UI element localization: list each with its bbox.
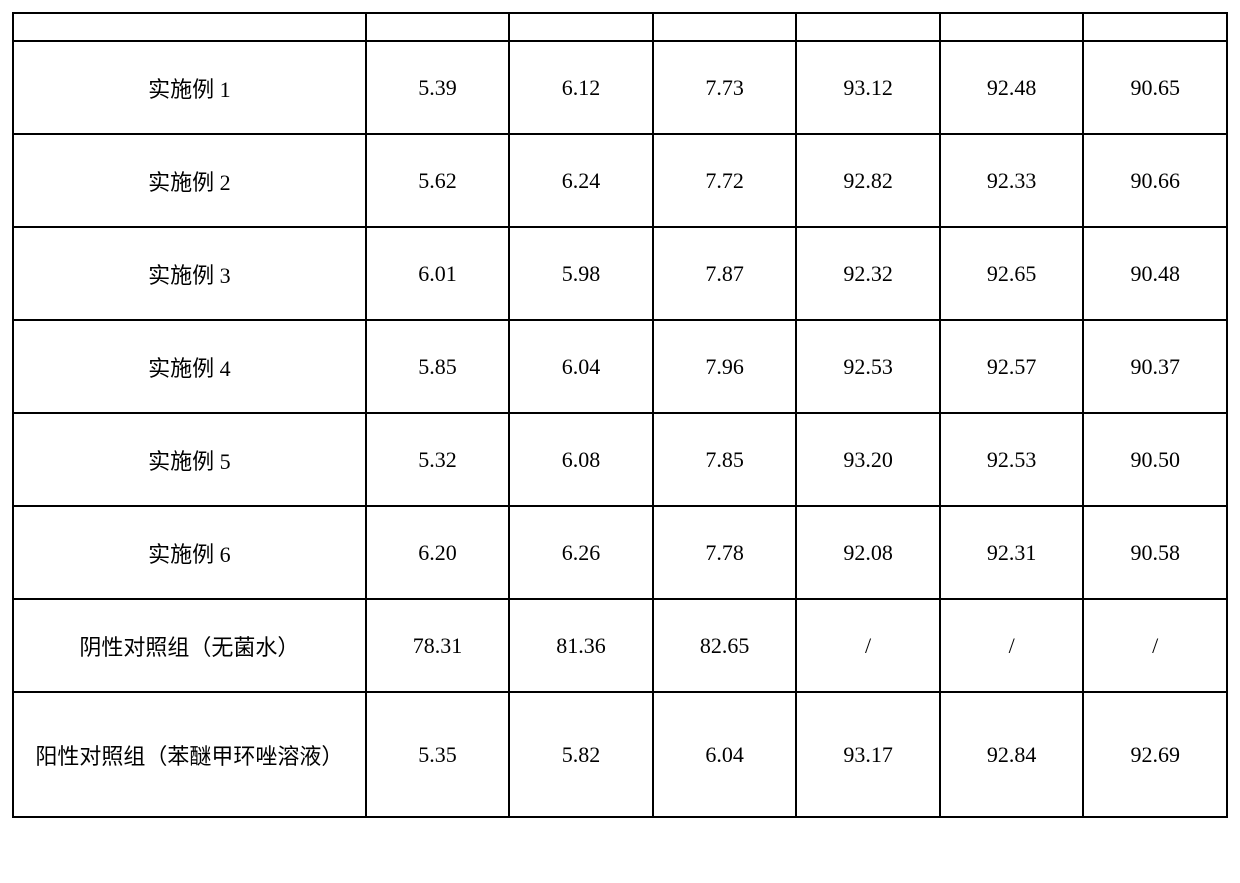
data-cell: / (1083, 599, 1227, 692)
data-cell: 90.65 (1083, 41, 1227, 134)
data-cell (366, 13, 510, 41)
data-cell: 92.31 (940, 506, 1084, 599)
row-label-cell: 阳性对照组（苯醚甲环唑溶液） (13, 692, 366, 817)
data-cell: 7.87 (653, 227, 797, 320)
data-cell: 5.32 (366, 413, 510, 506)
row-label-cell: 阴性对照组（无菌水） (13, 599, 366, 692)
data-cell: 6.26 (509, 506, 653, 599)
data-table: 实施例 15.396.127.7393.1292.4890.65实施例 25.6… (12, 12, 1228, 818)
data-cell: 92.65 (940, 227, 1084, 320)
data-cell: 92.48 (940, 41, 1084, 134)
data-cell (653, 13, 797, 41)
row-label-cell: 实施例 5 (13, 413, 366, 506)
table-row: 实施例 36.015.987.8792.3292.6590.48 (13, 227, 1227, 320)
data-cell: 6.24 (509, 134, 653, 227)
data-cell: 93.20 (796, 413, 940, 506)
data-cell: 90.66 (1083, 134, 1227, 227)
data-cell: 6.01 (366, 227, 510, 320)
data-cell (796, 13, 940, 41)
data-cell: 92.57 (940, 320, 1084, 413)
data-cell: 6.08 (509, 413, 653, 506)
table-row: 实施例 25.626.247.7292.8292.3390.66 (13, 134, 1227, 227)
data-cell: 7.73 (653, 41, 797, 134)
data-cell (940, 13, 1084, 41)
data-cell: 92.69 (1083, 692, 1227, 817)
data-cell: 92.08 (796, 506, 940, 599)
data-cell: 92.53 (796, 320, 940, 413)
data-cell: 82.65 (653, 599, 797, 692)
data-cell: 92.32 (796, 227, 940, 320)
row-label-cell: 实施例 1 (13, 41, 366, 134)
data-cell: 5.82 (509, 692, 653, 817)
row-label-cell (13, 13, 366, 41)
data-cell: 6.04 (653, 692, 797, 817)
data-cell: 7.78 (653, 506, 797, 599)
data-cell: 5.39 (366, 41, 510, 134)
data-cell: 6.20 (366, 506, 510, 599)
data-cell: 93.12 (796, 41, 940, 134)
table-row: 阴性对照组（无菌水）78.3181.3682.65/// (13, 599, 1227, 692)
table-row: 实施例 66.206.267.7892.0892.3190.58 (13, 506, 1227, 599)
data-cell: 81.36 (509, 599, 653, 692)
data-cell: 90.58 (1083, 506, 1227, 599)
table-row: 实施例 55.326.087.8593.2092.5390.50 (13, 413, 1227, 506)
data-cell: 90.37 (1083, 320, 1227, 413)
table-row: 实施例 45.856.047.9692.5392.5790.37 (13, 320, 1227, 413)
data-cell: 78.31 (366, 599, 510, 692)
data-cell: 7.96 (653, 320, 797, 413)
data-cell (509, 13, 653, 41)
data-cell: 5.35 (366, 692, 510, 817)
data-cell: 6.12 (509, 41, 653, 134)
data-cell: 6.04 (509, 320, 653, 413)
data-cell: 5.85 (366, 320, 510, 413)
data-cell: 92.84 (940, 692, 1084, 817)
row-label-cell: 实施例 6 (13, 506, 366, 599)
row-label-cell: 实施例 3 (13, 227, 366, 320)
row-label-cell: 实施例 2 (13, 134, 366, 227)
row-label-cell: 实施例 4 (13, 320, 366, 413)
data-cell: 92.33 (940, 134, 1084, 227)
data-cell: 90.48 (1083, 227, 1227, 320)
data-cell: 7.72 (653, 134, 797, 227)
data-cell: 7.85 (653, 413, 797, 506)
table-row: 阳性对照组（苯醚甲环唑溶液）5.355.826.0493.1792.8492.6… (13, 692, 1227, 817)
data-cell: 5.62 (366, 134, 510, 227)
table-row: 实施例 15.396.127.7393.1292.4890.65 (13, 41, 1227, 134)
data-cell: 93.17 (796, 692, 940, 817)
table-row (13, 13, 1227, 41)
data-cell (1083, 13, 1227, 41)
data-cell: / (796, 599, 940, 692)
data-cell: 92.82 (796, 134, 940, 227)
data-cell: 5.98 (509, 227, 653, 320)
data-cell: / (940, 599, 1084, 692)
data-cell: 92.53 (940, 413, 1084, 506)
data-cell: 90.50 (1083, 413, 1227, 506)
table-body: 实施例 15.396.127.7393.1292.4890.65实施例 25.6… (13, 13, 1227, 817)
